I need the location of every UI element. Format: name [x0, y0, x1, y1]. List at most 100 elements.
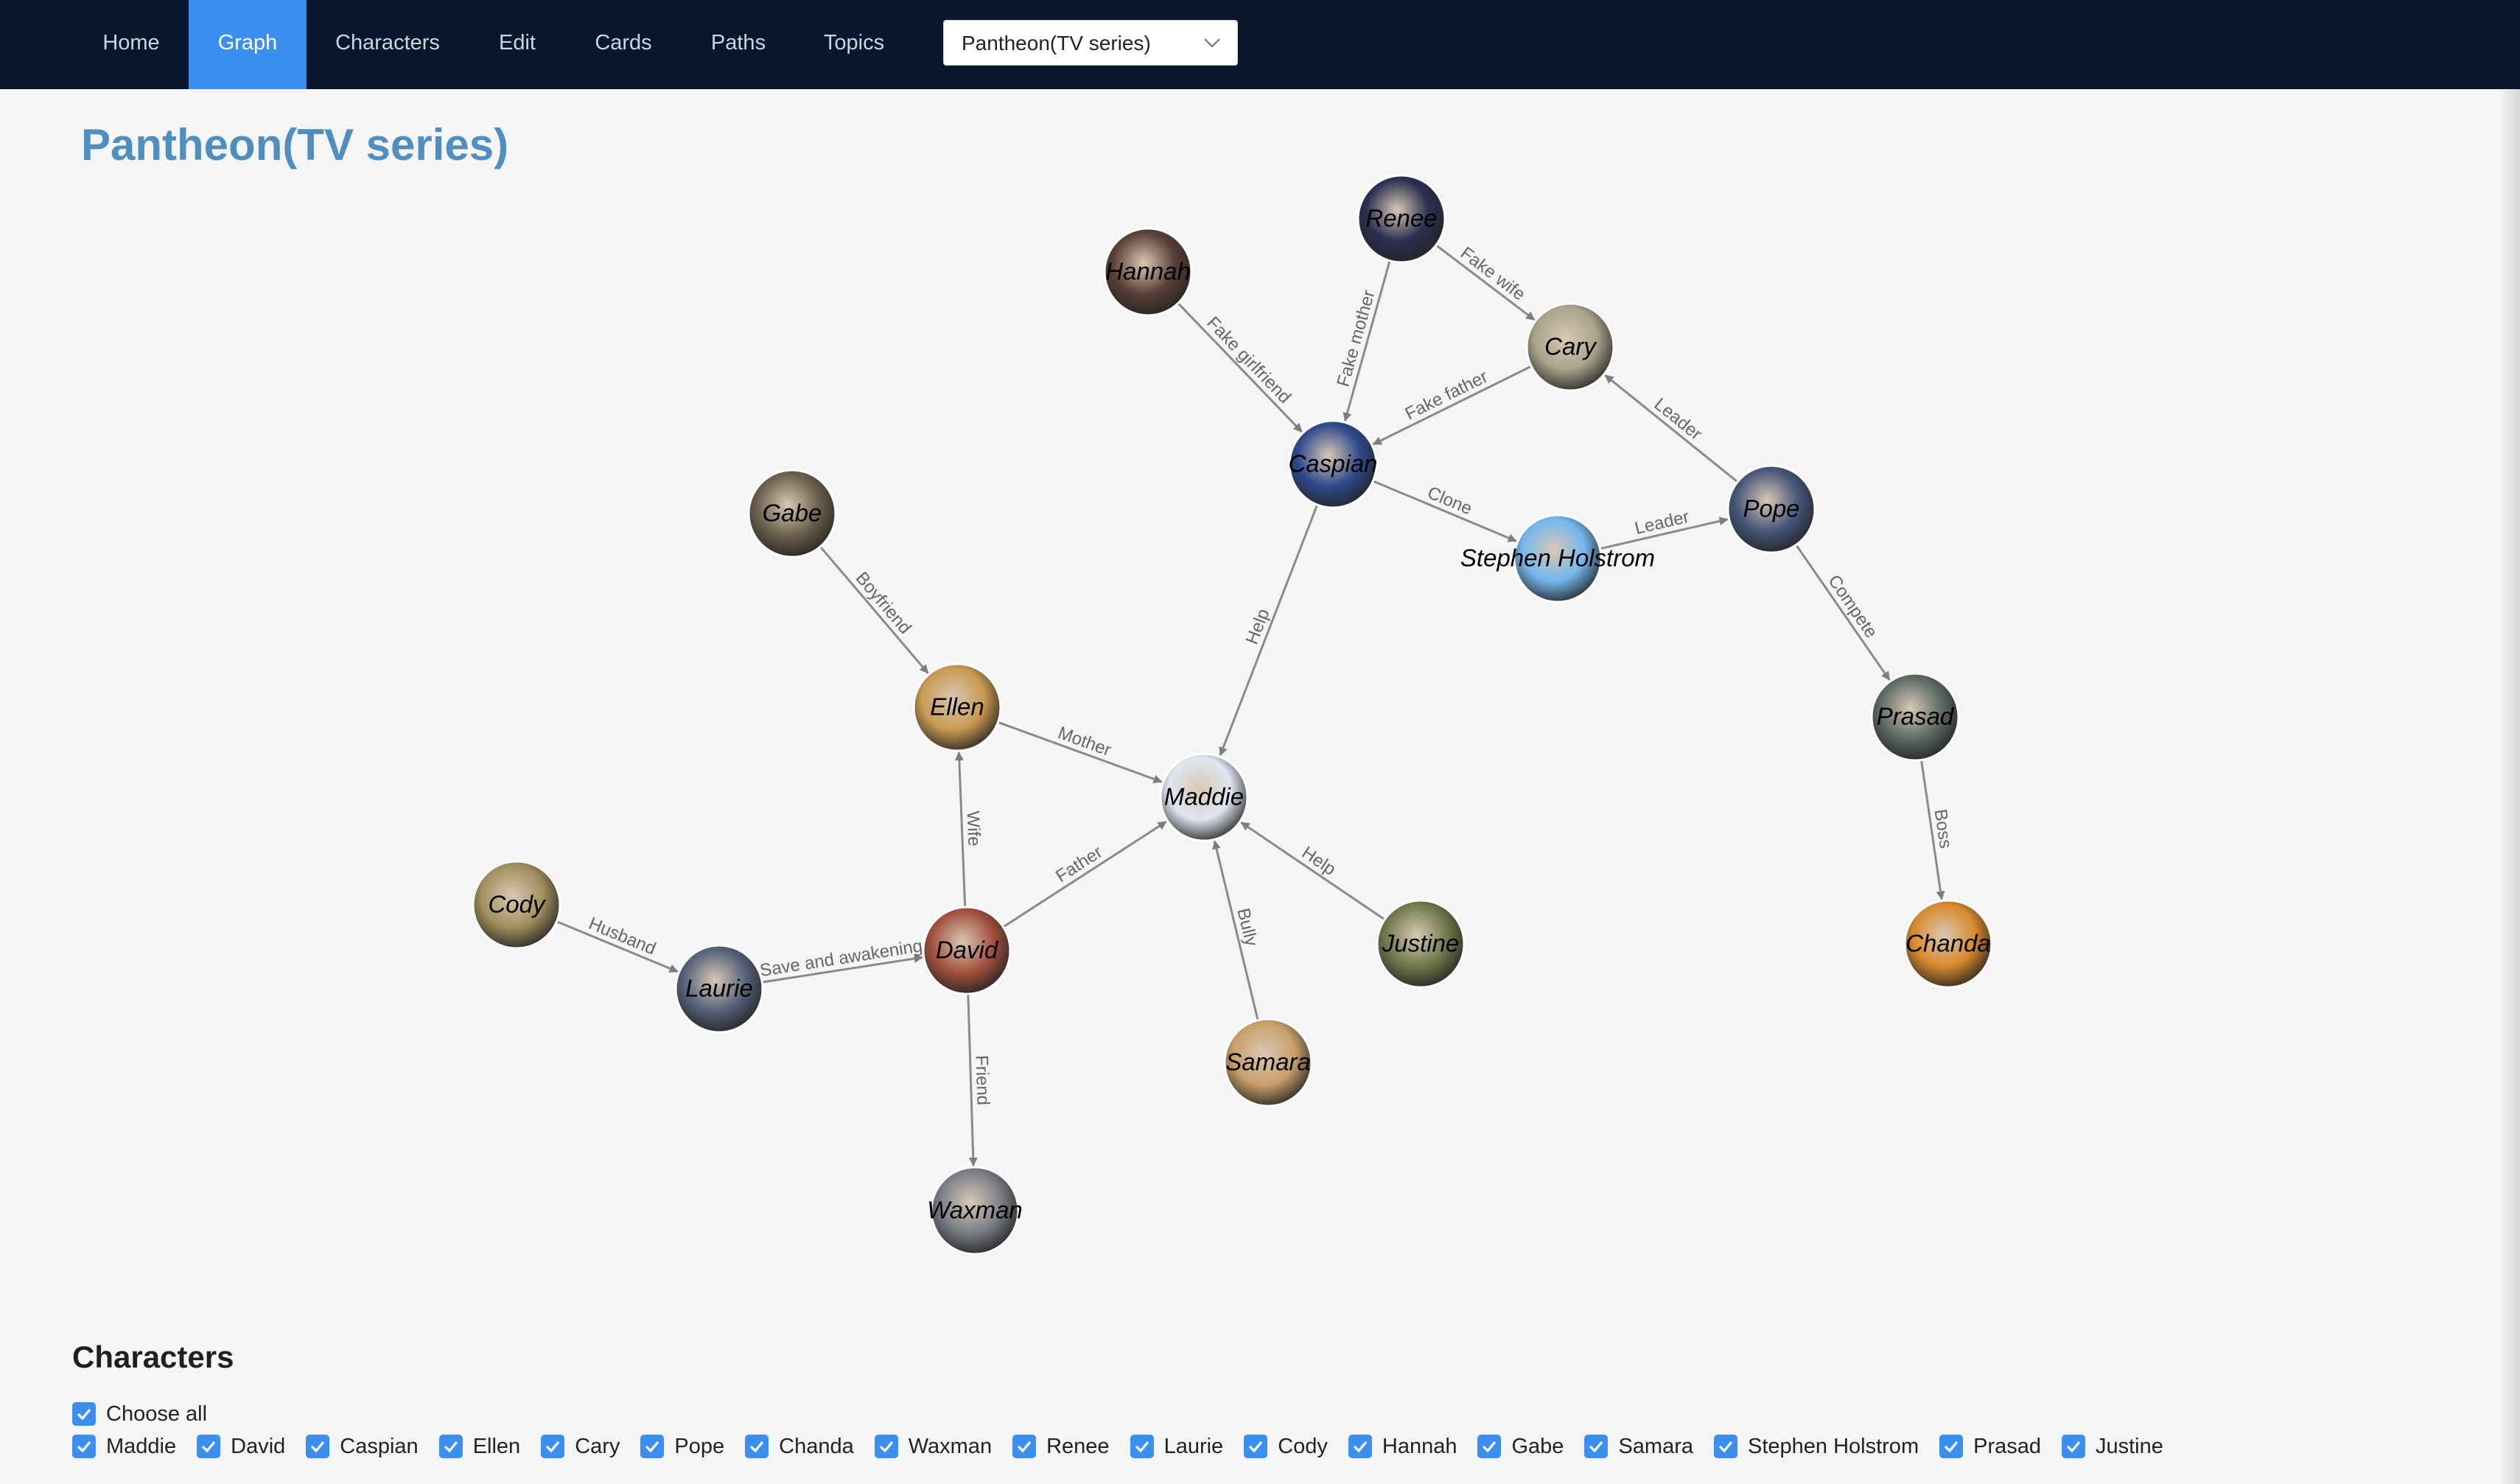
- checkbox-checked-icon: [1348, 1435, 1372, 1458]
- character-checkbox-label: Ellen: [472, 1434, 521, 1458]
- node-label: Laurie: [685, 975, 753, 1002]
- character-checkbox-label: Justine: [2096, 1434, 2163, 1458]
- node-pope[interactable]: Pope: [1726, 464, 1816, 554]
- chevron-down-icon: [1204, 38, 1220, 48]
- node-label: Pope: [1743, 495, 1799, 522]
- edge-samara-to-maddie: [1212, 840, 1259, 1021]
- avatar: [1103, 227, 1193, 317]
- character-checkbox-maddie[interactable]: Maddie: [72, 1435, 176, 1459]
- nav-home[interactable]: Home: [102, 31, 160, 55]
- top-navbar: Home Graph Characters Edit Cards Paths T…: [0, 0, 2520, 89]
- node-cody[interactable]: Cody: [472, 860, 561, 950]
- edge-label-fake-father: Fake father: [1402, 367, 1491, 424]
- node-prasad[interactable]: Prasad: [1870, 672, 1960, 762]
- checkbox-checked-icon: [1244, 1435, 1268, 1458]
- edge-gabe-to-ellen: [819, 545, 929, 674]
- nav-topics[interactable]: Topics: [823, 31, 885, 55]
- checkbox-checked-icon: [541, 1435, 565, 1458]
- node-stephen-holstrom[interactable]: Stephen Holstrom: [1460, 514, 1655, 603]
- character-checkbox-gabe[interactable]: Gabe: [1477, 1435, 1564, 1459]
- edge-label-wife: Wife: [963, 811, 984, 847]
- node-label: Chanda: [1905, 930, 1991, 957]
- node-laurie[interactable]: Laurie: [674, 944, 764, 1034]
- nav-paths[interactable]: Paths: [710, 31, 766, 55]
- avatar: [1513, 514, 1603, 603]
- character-checkbox-laurie[interactable]: Laurie: [1130, 1435, 1223, 1459]
- avatar: [1223, 1018, 1313, 1107]
- node-label: Waxman: [927, 1197, 1023, 1224]
- choose-all-label: Choose all: [106, 1401, 208, 1426]
- node-gabe[interactable]: Gabe: [747, 469, 837, 559]
- node-label: Caspian: [1288, 450, 1377, 477]
- nav-characters[interactable]: Characters: [335, 31, 440, 55]
- character-checkbox-label: Waxman: [908, 1434, 993, 1458]
- node-label: Hannah: [1105, 258, 1191, 285]
- character-checkbox-waxman[interactable]: Waxman: [874, 1434, 993, 1459]
- node-label: Maddie: [1164, 783, 1244, 811]
- node-maddie[interactable]: Maddie: [1159, 752, 1249, 842]
- edge-label-boyfriend: Boyfriend: [852, 568, 915, 638]
- avatar: [1726, 464, 1816, 554]
- node-david[interactable]: David: [922, 906, 1012, 995]
- node-samara[interactable]: Samara: [1223, 1018, 1313, 1107]
- node-label: Samara: [1225, 1049, 1311, 1076]
- edge-stephen-holstrom-to-pope: [1600, 517, 1729, 550]
- avatar: [922, 906, 1012, 995]
- node-label: David: [936, 937, 999, 964]
- avatar: [1357, 174, 1446, 264]
- book-select-dropdown[interactable]: Pantheon(TV series): [943, 20, 1238, 66]
- nav-edit[interactable]: Edit: [499, 31, 536, 55]
- node-renee[interactable]: Renee: [1357, 174, 1446, 264]
- checkbox-checked-icon: [1713, 1435, 1737, 1458]
- node-waxman[interactable]: Waxman: [927, 1166, 1023, 1256]
- avatar: [1903, 899, 1993, 989]
- character-checkbox-label: Samara: [1618, 1434, 1693, 1458]
- edge-label-save-and-awakening: Save and awakening: [758, 936, 923, 981]
- checkbox-checked-icon: [197, 1435, 221, 1458]
- nav-graph[interactable]: Graph: [189, 0, 307, 89]
- node-label: Ellen: [930, 693, 984, 721]
- character-checkbox-samara[interactable]: Samara: [1584, 1435, 1693, 1459]
- checkbox-checked-icon: [874, 1435, 898, 1458]
- node-justine[interactable]: Justine: [1376, 899, 1466, 989]
- character-checkbox-label: Caspian: [340, 1434, 419, 1458]
- node-chanda[interactable]: Chanda: [1903, 899, 1993, 989]
- relationship-graph[interactable]: Fake wife Fake mother Fake girlfriend Fake …: [0, 89, 2520, 1298]
- nav-cards[interactable]: Cards: [595, 31, 652, 55]
- character-checkbox-pope[interactable]: Pope: [640, 1435, 724, 1459]
- avatar: [930, 1166, 1020, 1256]
- avatar: [472, 860, 561, 950]
- character-checkbox-caspian[interactable]: Caspian: [306, 1434, 419, 1459]
- checkbox-checked-icon: [2062, 1435, 2085, 1458]
- node-hannah[interactable]: Hannah: [1103, 227, 1193, 317]
- character-checkbox-prasad[interactable]: Prasad: [1939, 1435, 2041, 1459]
- character-checkbox-label: Chanda: [779, 1434, 854, 1458]
- character-checkbox-david[interactable]: David: [197, 1435, 285, 1459]
- node-cary[interactable]: Cary: [1525, 302, 1615, 392]
- right-scroll-edge: [2501, 89, 2520, 1484]
- choose-all-checkbox[interactable]: Choose all: [72, 1402, 207, 1427]
- edge-label-fake-wife: Fake wife: [1457, 243, 1529, 305]
- avatar: [1870, 672, 1960, 762]
- edge-caspian-to-stephen-holstrom: [1372, 480, 1517, 542]
- character-checkbox-hannah[interactable]: Hannah: [1348, 1435, 1457, 1459]
- character-checkbox-chanda[interactable]: Chanda: [745, 1435, 854, 1459]
- edge-cody-to-laurie: [556, 920, 679, 973]
- avatar: [1525, 302, 1615, 392]
- edge-pope-to-cary: [1604, 374, 1739, 483]
- character-checkbox-stephen-holstrom[interactable]: Stephen Holstrom: [1713, 1435, 1919, 1459]
- character-checkbox-justine[interactable]: Justine: [2062, 1435, 2163, 1459]
- edge-label-husband: Husband: [586, 914, 659, 959]
- edge-renee-to-cary: [1435, 244, 1536, 321]
- edge-renee-to-caspian: [1343, 260, 1391, 422]
- character-checkbox-renee[interactable]: Renee: [1012, 1435, 1110, 1459]
- edge-david-to-maddie: [1002, 820, 1167, 928]
- book-select-value: Pantheon(TV series): [962, 32, 1151, 55]
- character-checkbox-cody[interactable]: Cody: [1244, 1435, 1328, 1459]
- character-checkbox-ellen[interactable]: Ellen: [438, 1434, 521, 1459]
- character-checkbox-cary[interactable]: Cary: [541, 1435, 620, 1459]
- node-ellen[interactable]: Ellen: [912, 662, 1002, 752]
- checkbox-checked-icon: [72, 1402, 96, 1426]
- node-caspian[interactable]: Caspian: [1288, 419, 1378, 509]
- character-checkbox-label: David: [231, 1434, 286, 1458]
